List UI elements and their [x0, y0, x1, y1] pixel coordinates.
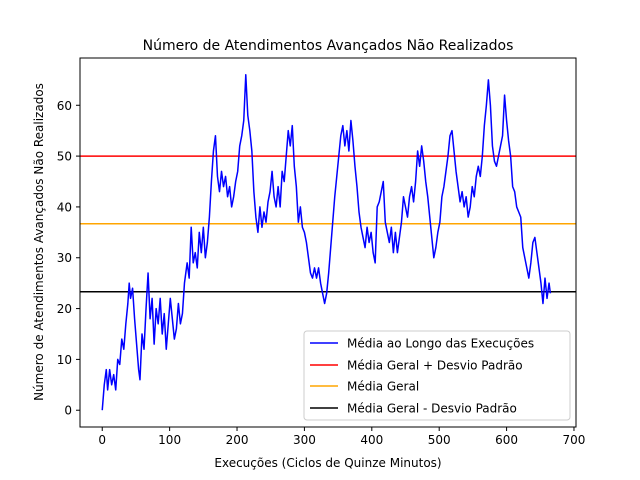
chart-title: Número de Atendimentos Avançados Não Rea… [143, 38, 514, 54]
legend-label-plus-std: Média Geral + Desvio Padrão [347, 359, 523, 373]
x-tick-label: 700 [563, 433, 586, 447]
x-tick-label: 400 [360, 433, 383, 447]
y-tick-label: 20 [57, 302, 72, 316]
legend-label-minus-std: Média Geral - Desvio Padrão [347, 402, 517, 416]
legend-label-overall-mean: Média Geral [347, 380, 419, 394]
legend: Média ao Longo das Execuções Média Geral… [304, 331, 570, 420]
x-tick-label: 500 [428, 433, 451, 447]
y-tick-label: 10 [57, 353, 72, 367]
x-tick-label: 600 [495, 433, 518, 447]
x-axis: 0 100 200 300 400 500 600 700 [98, 427, 585, 447]
legend-label-mean-line: Média ao Longo das Execuções [347, 337, 534, 351]
y-axis: 0 10 20 30 40 50 60 [57, 99, 80, 418]
y-tick-label: 60 [57, 99, 72, 113]
x-tick-label: 0 [98, 433, 106, 447]
x-tick-label: 100 [158, 433, 181, 447]
y-tick-label: 40 [57, 200, 72, 214]
x-tick-label: 300 [293, 433, 316, 447]
x-tick-label: 200 [226, 433, 249, 447]
y-tick-label: 50 [57, 150, 72, 164]
y-tick-label: 30 [57, 251, 72, 265]
x-axis-label: Execuções (Ciclos de Quinze Minutos) [214, 456, 441, 470]
y-axis-label: Número de Atendimentos Avançados Não Rea… [32, 83, 46, 401]
y-tick-label: 0 [64, 404, 72, 418]
